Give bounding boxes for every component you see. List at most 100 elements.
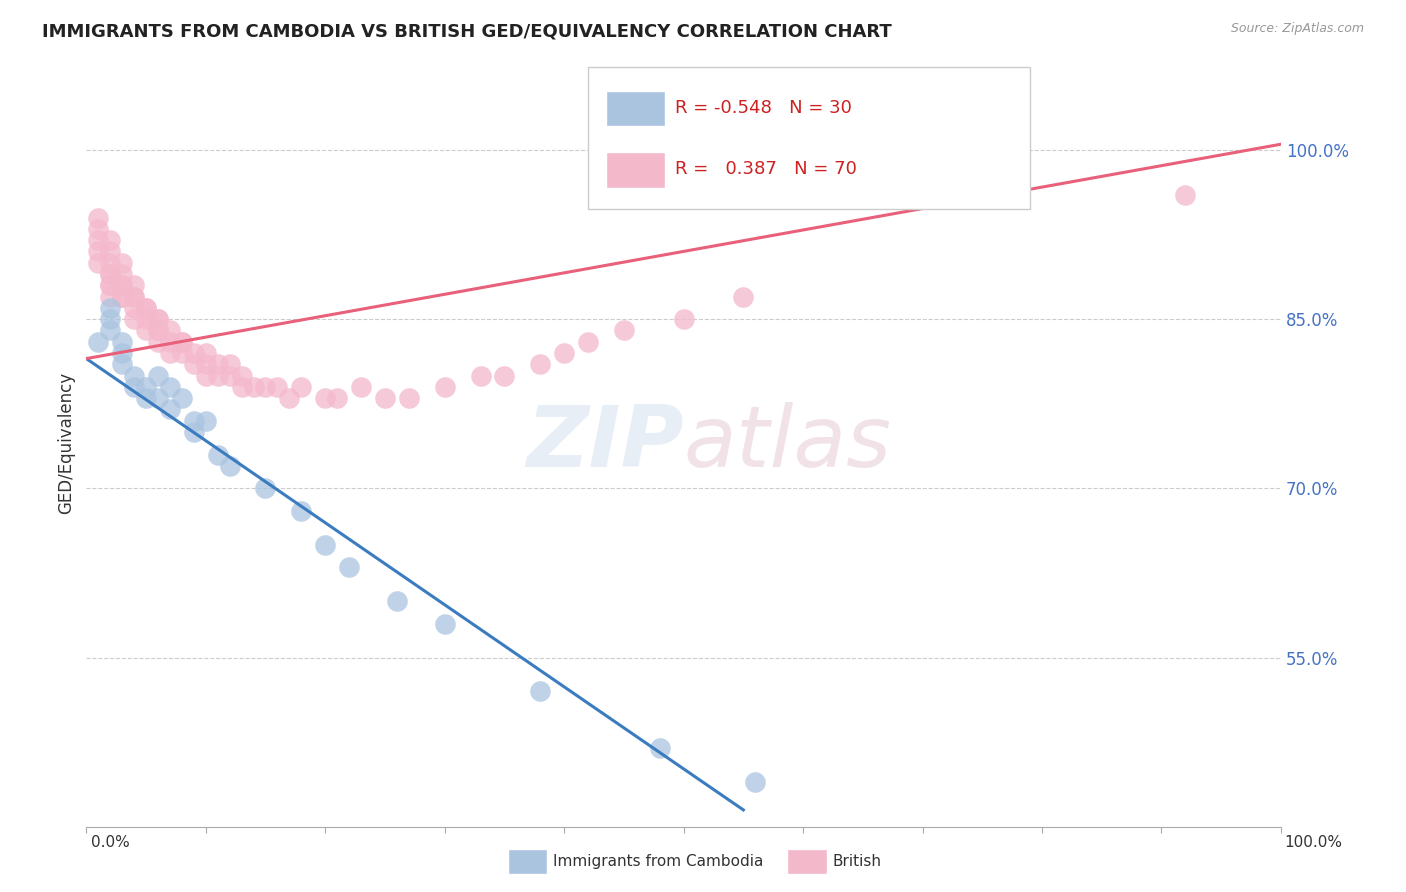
Y-axis label: GED/Equivalency: GED/Equivalency <box>58 372 75 515</box>
Point <box>374 391 396 405</box>
Point <box>98 233 121 247</box>
Text: Source: ZipAtlas.com: Source: ZipAtlas.com <box>1230 22 1364 36</box>
Text: IMMIGRANTS FROM CAMBODIA VS BRITISH GED/EQUIVALENCY CORRELATION CHART: IMMIGRANTS FROM CAMBODIA VS BRITISH GED/… <box>42 22 891 40</box>
Point <box>122 380 145 394</box>
Point <box>87 211 110 225</box>
Point <box>553 346 575 360</box>
Point <box>122 289 145 303</box>
Point <box>529 684 551 698</box>
Point <box>159 402 181 417</box>
Point <box>146 391 169 405</box>
Point <box>207 357 229 371</box>
Point <box>218 357 240 371</box>
Point <box>87 334 110 349</box>
Point <box>111 346 134 360</box>
Point <box>135 301 157 315</box>
Point <box>98 289 121 303</box>
Point <box>207 448 229 462</box>
Point <box>183 346 205 360</box>
Point <box>111 256 134 270</box>
Point <box>314 538 336 552</box>
Point <box>170 346 193 360</box>
Point <box>122 289 145 303</box>
Point <box>744 774 766 789</box>
Point <box>87 233 110 247</box>
Point <box>194 414 217 428</box>
Point <box>194 368 217 383</box>
Text: 0.0%: 0.0% <box>91 836 131 850</box>
Point <box>111 289 134 303</box>
Point <box>98 323 121 337</box>
Point <box>183 425 205 439</box>
Point <box>87 244 110 259</box>
Point <box>111 357 134 371</box>
Point <box>87 222 110 236</box>
Point <box>231 380 253 394</box>
Point <box>613 323 636 337</box>
Point <box>231 368 253 383</box>
Point <box>183 357 205 371</box>
Point <box>111 278 134 293</box>
FancyBboxPatch shape <box>588 67 1031 210</box>
Point <box>98 244 121 259</box>
Point <box>159 346 181 360</box>
Point <box>159 334 181 349</box>
Point <box>529 357 551 371</box>
Point <box>98 267 121 281</box>
Point <box>159 380 181 394</box>
Point <box>1174 188 1197 202</box>
Text: British: British <box>832 855 882 869</box>
Point <box>183 414 205 428</box>
Point <box>135 323 157 337</box>
Point <box>111 267 134 281</box>
Point <box>122 278 145 293</box>
Point <box>98 267 121 281</box>
Text: atlas: atlas <box>683 401 891 484</box>
Point <box>648 740 671 755</box>
Text: R =   0.387   N = 70: R = 0.387 N = 70 <box>675 161 858 178</box>
Point <box>314 391 336 405</box>
Point <box>135 312 157 326</box>
Point <box>122 312 145 326</box>
Point <box>111 278 134 293</box>
Point <box>290 380 312 394</box>
Point <box>194 357 217 371</box>
Point <box>135 301 157 315</box>
Point <box>337 560 360 574</box>
Point <box>98 312 121 326</box>
Point <box>135 391 157 405</box>
Point <box>350 380 373 394</box>
Point <box>146 312 169 326</box>
Point <box>122 368 145 383</box>
Point <box>98 278 121 293</box>
Point <box>433 380 456 394</box>
Point <box>170 391 193 405</box>
Point <box>111 289 134 303</box>
Point <box>111 334 134 349</box>
Text: ZIP: ZIP <box>526 401 683 484</box>
Point <box>194 346 217 360</box>
Point <box>146 312 169 326</box>
Text: 100.0%: 100.0% <box>1285 836 1343 850</box>
FancyBboxPatch shape <box>606 153 665 187</box>
Point <box>266 380 288 394</box>
Point <box>470 368 492 383</box>
Point <box>254 481 277 495</box>
Point <box>326 391 349 405</box>
Point <box>146 323 169 337</box>
Point <box>98 301 121 315</box>
Text: R = -0.548   N = 30: R = -0.548 N = 30 <box>675 99 852 117</box>
Text: Immigrants from Cambodia: Immigrants from Cambodia <box>553 855 763 869</box>
Point <box>98 278 121 293</box>
Point <box>576 334 599 349</box>
Point <box>494 368 516 383</box>
Point <box>672 312 695 326</box>
Point <box>146 368 169 383</box>
Point <box>290 504 312 518</box>
Point <box>146 334 169 349</box>
Point <box>122 301 145 315</box>
Point <box>433 616 456 631</box>
Point <box>98 256 121 270</box>
Point <box>242 380 264 394</box>
Point <box>170 334 193 349</box>
